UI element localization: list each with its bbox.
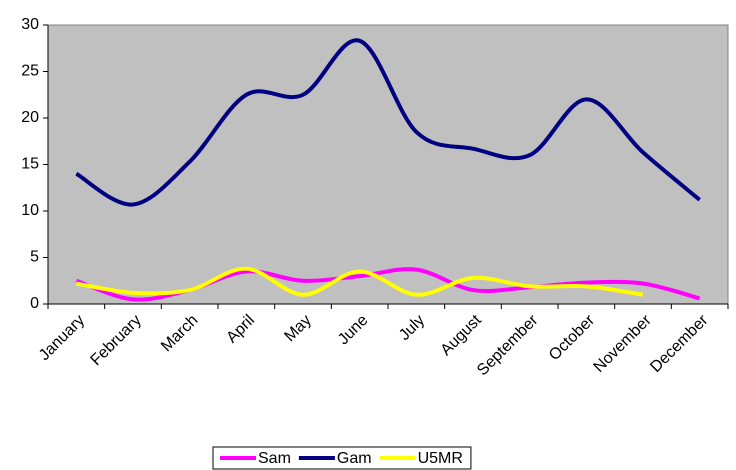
x-tick-label: March: [158, 312, 201, 355]
legend: [212, 446, 472, 470]
x-tick-label: October: [546, 311, 599, 364]
plot-area: [47, 24, 729, 305]
y-tick-label: 30: [21, 16, 39, 33]
y-tick-label: 10: [21, 202, 39, 219]
y-tick-label: 0: [30, 295, 39, 312]
y-tick-label: 5: [30, 249, 39, 266]
y-tick-label: 25: [21, 63, 39, 80]
x-tick-label: September: [474, 311, 542, 379]
x-tick-label: May: [281, 312, 314, 345]
x-tick-label: August: [438, 311, 486, 359]
x-tick-label: June: [335, 312, 372, 349]
x-tick-label: February: [88, 312, 145, 369]
legend-label: U5MR: [418, 450, 463, 467]
legend-label: Sam: [258, 450, 291, 467]
y-tick-label: 20: [21, 109, 39, 126]
x-tick-label: January: [36, 312, 88, 364]
legend-label: Gam: [337, 450, 372, 467]
x-tick-label: July: [396, 312, 428, 344]
series-line: [75, 38, 701, 207]
x-tick-label: November: [591, 311, 656, 376]
x-tick-label: December: [647, 311, 712, 376]
y-tick-label: 15: [21, 156, 39, 173]
series-line: [76, 266, 644, 297]
x-tick-label: April: [223, 312, 258, 347]
